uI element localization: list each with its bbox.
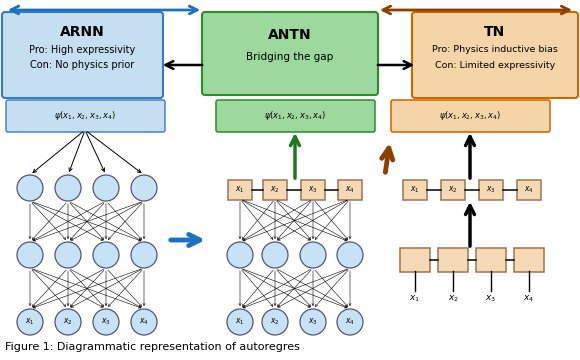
Circle shape [17, 309, 43, 335]
Circle shape [300, 309, 326, 335]
FancyBboxPatch shape [412, 12, 578, 98]
Text: $\psi(x_1,x_2,x_3,x_4)$: $\psi(x_1,x_2,x_3,x_4)$ [439, 109, 501, 122]
Circle shape [262, 309, 288, 335]
Text: $x_1$: $x_1$ [25, 317, 35, 327]
Text: $x_4$: $x_4$ [345, 317, 355, 327]
Circle shape [93, 175, 119, 201]
FancyBboxPatch shape [6, 100, 165, 132]
FancyBboxPatch shape [263, 180, 287, 200]
Circle shape [17, 175, 43, 201]
Circle shape [55, 242, 81, 268]
FancyBboxPatch shape [391, 100, 550, 132]
Text: $x_4$: $x_4$ [524, 185, 534, 195]
Text: Bridging the gap: Bridging the gap [246, 52, 334, 62]
Text: $\psi(x_1,x_2,x_3,x_4)$: $\psi(x_1,x_2,x_3,x_4)$ [54, 109, 116, 122]
Circle shape [93, 242, 119, 268]
FancyBboxPatch shape [403, 180, 427, 200]
Text: Figure 1: Diagrammatic representation of autoregres: Figure 1: Diagrammatic representation of… [5, 342, 300, 352]
Text: ANTN: ANTN [268, 28, 312, 42]
Circle shape [131, 309, 157, 335]
FancyBboxPatch shape [441, 180, 465, 200]
FancyBboxPatch shape [301, 180, 325, 200]
Text: Pro: High expressivity: Pro: High expressivity [29, 45, 135, 55]
Text: $x_1$: $x_1$ [235, 317, 245, 327]
Text: $x_1$: $x_1$ [410, 185, 420, 195]
Circle shape [227, 309, 253, 335]
Text: $x_3$: $x_3$ [308, 185, 318, 195]
FancyBboxPatch shape [438, 248, 468, 272]
Circle shape [337, 309, 363, 335]
Circle shape [93, 309, 119, 335]
Text: $x_1$: $x_1$ [409, 294, 420, 304]
FancyBboxPatch shape [228, 180, 252, 200]
Text: $x_4$: $x_4$ [523, 294, 535, 304]
Text: $x_3$: $x_3$ [308, 317, 318, 327]
FancyBboxPatch shape [338, 180, 362, 200]
Text: ARNN: ARNN [60, 25, 104, 39]
Text: $\psi(x_1,x_2,x_3,x_4)$: $\psi(x_1,x_2,x_3,x_4)$ [264, 109, 326, 122]
Text: $x_3$: $x_3$ [101, 317, 111, 327]
Text: $x_4$: $x_4$ [345, 185, 355, 195]
Text: $x_3$: $x_3$ [486, 185, 496, 195]
FancyBboxPatch shape [479, 180, 503, 200]
Text: $x_2$: $x_2$ [63, 317, 73, 327]
Circle shape [227, 242, 253, 268]
Circle shape [17, 242, 43, 268]
Circle shape [300, 242, 326, 268]
FancyBboxPatch shape [517, 180, 541, 200]
Text: $x_2$: $x_2$ [270, 317, 280, 327]
Circle shape [55, 309, 81, 335]
Text: $x_4$: $x_4$ [139, 317, 149, 327]
FancyBboxPatch shape [476, 248, 506, 272]
Text: $x_3$: $x_3$ [485, 294, 496, 304]
Text: $x_2$: $x_2$ [270, 185, 280, 195]
Circle shape [55, 175, 81, 201]
Circle shape [262, 242, 288, 268]
Text: $x_2$: $x_2$ [448, 185, 458, 195]
FancyBboxPatch shape [202, 12, 378, 95]
Text: Pro: Physics inductive bias: Pro: Physics inductive bias [432, 45, 558, 54]
Circle shape [131, 175, 157, 201]
FancyBboxPatch shape [2, 12, 163, 98]
Text: $x_2$: $x_2$ [448, 294, 458, 304]
FancyBboxPatch shape [400, 248, 430, 272]
Text: Con: No physics prior: Con: No physics prior [30, 60, 134, 70]
Text: TN: TN [484, 25, 506, 39]
Text: $x_1$: $x_1$ [235, 185, 245, 195]
Text: Con: Limited expressivity: Con: Limited expressivity [435, 60, 555, 69]
FancyBboxPatch shape [216, 100, 375, 132]
FancyBboxPatch shape [514, 248, 544, 272]
Circle shape [131, 242, 157, 268]
Circle shape [337, 242, 363, 268]
